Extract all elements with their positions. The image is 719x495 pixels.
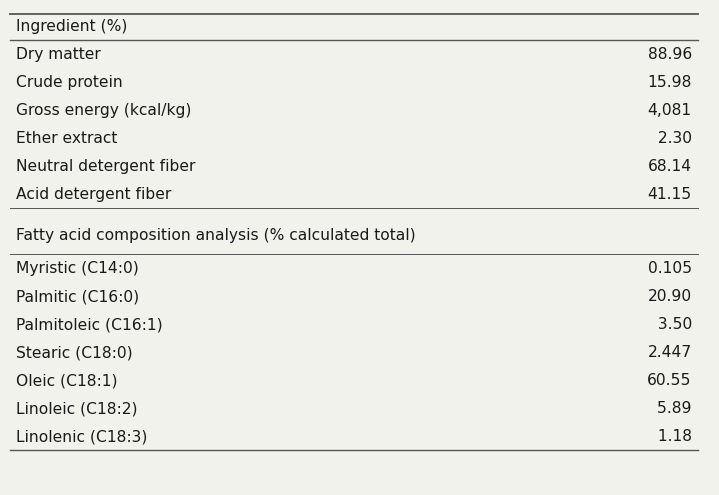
Text: 68.14: 68.14 <box>648 159 692 174</box>
Text: Myristic (C14:0): Myristic (C14:0) <box>16 261 139 276</box>
Text: Palmitoleic (C16:1): Palmitoleic (C16:1) <box>16 317 162 332</box>
Text: 1.18: 1.18 <box>653 429 692 445</box>
Text: Ether extract: Ether extract <box>16 131 117 146</box>
Text: Ingredient (%): Ingredient (%) <box>16 19 127 34</box>
Text: 15.98: 15.98 <box>647 75 692 90</box>
Text: 20.90: 20.90 <box>648 289 692 304</box>
Text: Palmitic (C16:0): Palmitic (C16:0) <box>16 289 139 304</box>
Text: 0.105: 0.105 <box>648 261 692 276</box>
Text: 88.96: 88.96 <box>648 47 692 61</box>
Text: 41.15: 41.15 <box>648 187 692 202</box>
Text: Linolenic (C18:3): Linolenic (C18:3) <box>16 429 147 445</box>
Text: Gross energy (kcal/kg): Gross energy (kcal/kg) <box>16 102 191 118</box>
Text: Dry matter: Dry matter <box>16 47 101 61</box>
Text: 5.89: 5.89 <box>652 401 692 416</box>
Text: Neutral detergent fiber: Neutral detergent fiber <box>16 159 195 174</box>
Text: Fatty acid composition analysis (% calculated total): Fatty acid composition analysis (% calcu… <box>16 228 416 243</box>
Text: Crude protein: Crude protein <box>16 75 122 90</box>
Text: Acid detergent fiber: Acid detergent fiber <box>16 187 171 202</box>
Text: 2.447: 2.447 <box>648 345 692 360</box>
Text: 2.30: 2.30 <box>653 131 692 146</box>
Text: Stearic (C18:0): Stearic (C18:0) <box>16 345 132 360</box>
Text: Linoleic (C18:2): Linoleic (C18:2) <box>16 401 137 416</box>
Text: 3.50: 3.50 <box>653 317 692 332</box>
Text: Oleic (C18:1): Oleic (C18:1) <box>16 373 117 388</box>
Text: 60.55: 60.55 <box>647 373 692 388</box>
Text: 4,081: 4,081 <box>648 102 692 118</box>
